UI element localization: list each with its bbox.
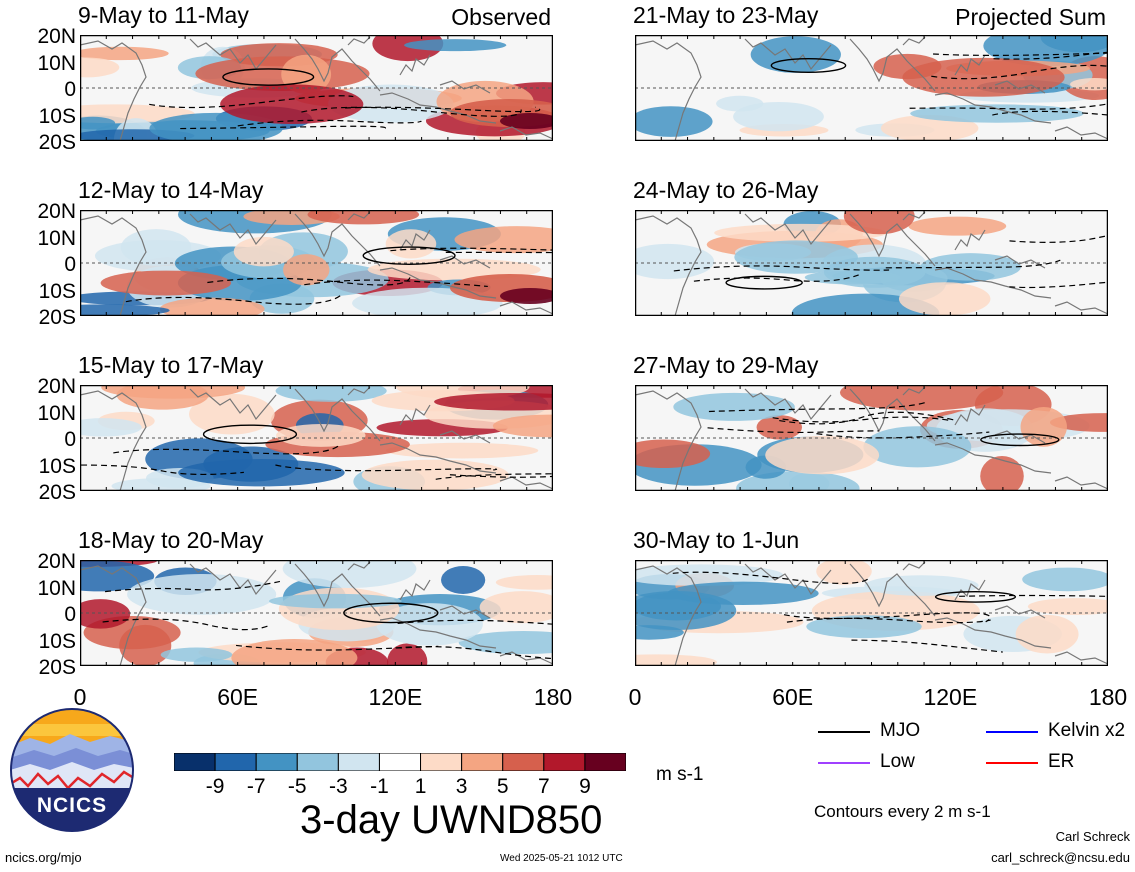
- lat-tick-label: 10S: [38, 454, 76, 478]
- legend-label: Low: [880, 751, 915, 772]
- lon-tick-label: 60E: [772, 684, 814, 710]
- footer-url: ncics.org/mjo: [5, 850, 82, 865]
- lon-tick-label: 120E: [368, 684, 423, 710]
- lon-tick-label: 0: [628, 684, 642, 710]
- lat-tick-label: 20S: [38, 131, 76, 154]
- legend-label: MJO: [880, 720, 921, 741]
- lat-tick-label: 10N: [37, 51, 76, 75]
- lat-tick-label: 10S: [38, 104, 76, 128]
- colorbar-swatch: [502, 752, 545, 772]
- legend-line: [986, 731, 1038, 733]
- map-canvas: [635, 35, 1108, 141]
- panel-title: 18-May to 20-May: [78, 527, 264, 553]
- footer-timestamp: Wed 2025-05-21 1012 UTC: [500, 853, 623, 864]
- lat-tick-label: 20S: [38, 656, 76, 679]
- colorbar-swatch: [173, 752, 216, 772]
- colorbar-swatch: [584, 752, 627, 772]
- lat-tick-label: 10S: [38, 629, 76, 653]
- lat-tick-label: 0: [64, 428, 76, 451]
- panel-title: 12-May to 14-May: [78, 177, 264, 203]
- lat-tick-label: 20N: [37, 200, 76, 223]
- lat-tick-label: 20S: [38, 306, 76, 329]
- legend-label: ER: [1048, 751, 1075, 772]
- map-canvas: [80, 210, 553, 316]
- panel-title: 30-May to 1-Jun: [633, 527, 800, 553]
- map-canvas: [635, 385, 1108, 491]
- lat-tick-label: 10N: [37, 226, 76, 250]
- colorbar-swatch: [296, 752, 339, 772]
- lat-tick-label: 0: [64, 253, 76, 276]
- map-canvas: [80, 35, 553, 141]
- lat-tick-label: 20N: [37, 550, 76, 573]
- ncics-logo: NCICS: [10, 708, 134, 832]
- wind-anomaly-map: [80, 35, 553, 141]
- panel-title: 21-May to 23-May: [633, 2, 819, 28]
- colorbar: [173, 752, 627, 772]
- colorbar-tick-label: 7: [537, 775, 550, 798]
- lat-tick-label: 0: [64, 603, 76, 626]
- map-canvas: [635, 210, 1108, 316]
- panel-tag: Projected Sum: [955, 4, 1106, 30]
- wind-anomaly-map: [80, 385, 553, 491]
- legend-label: Kelvin x2: [1048, 720, 1126, 741]
- variable-title: 3-day UWND850: [300, 798, 603, 842]
- colorbar-tick-label: 3: [455, 775, 468, 798]
- lon-tick-label: 60E: [217, 684, 259, 710]
- map-canvas: [80, 560, 553, 666]
- map-canvas: [635, 560, 1108, 666]
- lon-tick-label: 0: [73, 684, 87, 710]
- footer-author: Carl Schreck: [1055, 829, 1130, 844]
- lon-tick-label: 180: [1088, 684, 1128, 710]
- colorbar-swatch: [543, 752, 586, 772]
- wind-anomaly-map: [635, 210, 1108, 316]
- colorbar-tick-label: 9: [579, 775, 591, 798]
- panel-title: 24-May to 26-May: [633, 177, 819, 203]
- wind-anomaly-map: [80, 560, 553, 666]
- lat-tick-label: 10N: [37, 576, 76, 600]
- colorbar-swatch: [337, 752, 380, 772]
- panel-title: 9-May to 11-May: [78, 2, 249, 28]
- colorbar-swatch: [214, 752, 257, 772]
- colorbar-swatch: [255, 752, 298, 772]
- lat-tick-label: 20N: [37, 25, 76, 48]
- map-canvas: [80, 385, 553, 491]
- colorbar-tick-label: 1: [414, 775, 427, 798]
- colorbar-swatches: [173, 752, 627, 772]
- legend-line: [986, 762, 1038, 764]
- colorbar-tick-label: -7: [246, 775, 266, 798]
- colorbar-tick-label: -9: [205, 775, 225, 798]
- colorbar-tick-label: -1: [370, 775, 389, 798]
- lat-tick-label: 10S: [38, 279, 76, 303]
- panel-title: 15-May to 17-May: [78, 352, 264, 378]
- wind-anomaly-map: [635, 560, 1108, 666]
- logo-text: NCICS: [36, 794, 108, 817]
- colorbar-tick-label: -5: [287, 775, 307, 798]
- contours-note: Contours every 2 m s-1: [814, 802, 991, 821]
- colorbar-swatch: [461, 752, 504, 772]
- colorbar-swatch: [420, 752, 463, 772]
- lat-tick-label: 20S: [38, 481, 76, 504]
- colorbar-tick-label: -3: [329, 775, 348, 798]
- lon-tick-label: 180: [533, 684, 573, 710]
- wind-anomaly-map: [635, 35, 1108, 141]
- lon-tick-label: 120E: [923, 684, 978, 710]
- wind-anomaly-map: [635, 385, 1108, 491]
- legend-line: [818, 731, 870, 733]
- panel-tag: Observed: [451, 4, 551, 30]
- legend-line: [818, 762, 870, 764]
- colorbar-units: m s-1: [656, 764, 704, 785]
- panel-title: 27-May to 29-May: [633, 352, 819, 378]
- footer-email: carl_schreck@ncsu.edu: [991, 850, 1130, 865]
- colorbar-swatch: [378, 752, 422, 772]
- lat-tick-label: 20N: [37, 375, 76, 398]
- colorbar-tick-label: 5: [496, 775, 509, 798]
- lat-tick-label: 10N: [37, 401, 76, 425]
- lat-tick-label: 0: [64, 78, 76, 101]
- wind-anomaly-map: [80, 210, 553, 316]
